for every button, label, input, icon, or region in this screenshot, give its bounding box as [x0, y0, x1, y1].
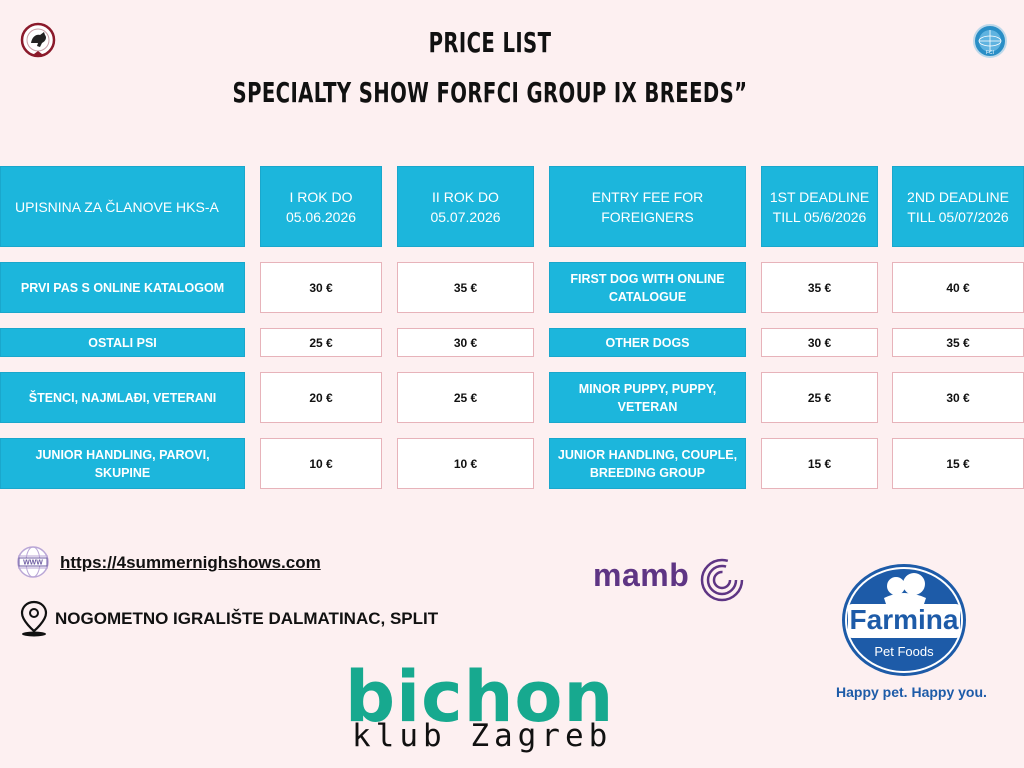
bichon-logo-text: bichon — [345, 656, 615, 738]
row-3-en-label: MINOR PUPPY, PUPPY, VETERAN — [549, 372, 746, 423]
row-4-hr-label: JUNIOR HANDLING, PAROVI, SKUPINE — [0, 438, 245, 489]
header-deadline2: 2ND DEADLINE TILL 05/07/2026 — [892, 166, 1024, 247]
row-1-hr-fee1: 30 € — [260, 262, 382, 313]
www-icon-text: WWW — [23, 560, 43, 567]
www-icon: WWW — [16, 545, 50, 579]
row-2-hr-fee1: 25 € — [260, 328, 382, 357]
row-2-en-fee2: 35 € — [892, 328, 1024, 357]
row-3-hr-label: ŠTENCI, NAJMLAĐI, VETERANI — [0, 372, 245, 423]
header-foreign-label: ENTRY FEE FOR FOREIGNERS — [549, 166, 746, 247]
header-rok1: I ROK DO 05.06.2026 — [260, 166, 382, 247]
row-4-hr-fee1: 10 € — [260, 438, 382, 489]
farmina-logo — [834, 560, 974, 680]
fci-logo-text: FCI — [986, 50, 994, 56]
row-4-hr-fee2: 10 € — [397, 438, 534, 489]
row-2-en-label: OTHER DOGS — [549, 328, 746, 357]
row-3-en-fee2: 30 € — [892, 372, 1024, 423]
row-2-en-fee1: 30 € — [761, 328, 878, 357]
row-1-hr-label: PRVI PAS S ONLINE KATALOGOM — [0, 262, 245, 313]
row-4-en-fee2: 15 € — [892, 438, 1024, 489]
row-2-hr-fee2: 30 € — [397, 328, 534, 357]
row-4-en-label: JUNIOR HANDLING, COUPLE, BREEDING GROUP — [549, 438, 746, 489]
header-members-label: UPISNINA ZA ČLANOVE HKS-A — [0, 166, 245, 247]
row-4-en-fee1: 15 € — [761, 438, 878, 489]
row-3-hr-fee2: 25 € — [397, 372, 534, 423]
row-3-hr-fee1: 20 € — [260, 372, 382, 423]
location-text: NOGOMETNO IGRALIŠTE DALMATINAC, SPLIT — [55, 609, 439, 628]
row-3-en-fee1: 25 € — [761, 372, 878, 423]
row-1-en-fee1: 35 € — [761, 262, 878, 313]
page-title: PRICE LIST — [428, 26, 552, 59]
page-subtitle: SPECIALTY SHOW FORFCI GROUP IX BREEDS” — [232, 76, 748, 109]
website-link[interactable]: https://4summernighshows.com — [60, 553, 321, 572]
row-1-en-fee2: 40 € — [892, 262, 1024, 313]
farmina-name: Farmina — [849, 604, 959, 635]
row-1-hr-fee2: 35 € — [397, 262, 534, 313]
header-rok2: II ROK DO 05.07.2026 — [397, 166, 534, 247]
location-pin-icon — [18, 600, 50, 638]
mamb-logo-icon — [698, 557, 746, 603]
fci-logo: FCI — [973, 24, 1007, 58]
header-deadline1: 1ST DEADLINE TILL 05/6/2026 — [761, 166, 878, 247]
farmina-sub: Pet Foods — [874, 644, 934, 659]
bichon-logo-sub: klub Zagreb — [352, 718, 613, 754]
farmina-slogan: Happy pet. Happy you. — [836, 684, 987, 700]
row-2-hr-label: OSTALI PSI — [0, 328, 245, 357]
mamb-logo-text: mamb — [593, 557, 690, 593]
row-1-en-label: FIRST DOG WITH ONLINE CATALOGUE — [549, 262, 746, 313]
hks-logo — [20, 22, 56, 58]
